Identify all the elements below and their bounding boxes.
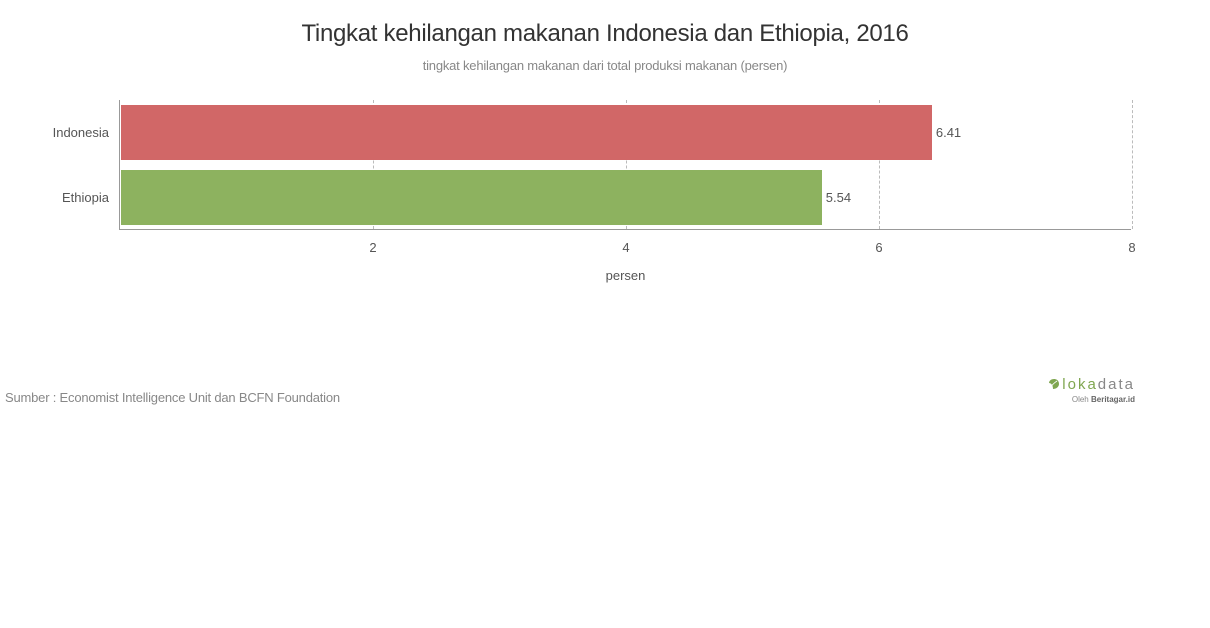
x-tick-label: 6 <box>875 240 882 255</box>
x-tick-label: 4 <box>622 240 629 255</box>
brand-logo: lokadata Oleh Beritagar.id <box>1048 376 1135 404</box>
plot: 2468Indonesia6.41Ethiopia5.54persen <box>119 100 1131 230</box>
source-text: Sumber : Economist Intelligence Unit dan… <box>5 390 340 405</box>
bar-value-label: 6.41 <box>936 125 961 140</box>
x-axis-label: persen <box>606 268 646 283</box>
brand-byline-prefix: Oleh <box>1072 395 1091 404</box>
bar-value-label: 5.54 <box>826 190 851 205</box>
brand-logo-main: lokadata <box>1048 376 1135 394</box>
bar <box>121 170 822 225</box>
chart-area: 2468Indonesia6.41Ethiopia5.54persen <box>119 100 1131 230</box>
x-tick-label: 8 <box>1128 240 1135 255</box>
chart-subtitle: tingkat kehilangan makanan dari total pr… <box>0 58 1210 73</box>
brand-byline-bold: Beritagar.id <box>1091 395 1135 404</box>
brand-byline: Oleh Beritagar.id <box>1048 395 1135 404</box>
x-tick-label: 2 <box>369 240 376 255</box>
leaf-icon <box>1048 377 1060 394</box>
gridline <box>1132 100 1133 229</box>
category-label: Indonesia <box>53 125 109 140</box>
bar <box>121 105 932 160</box>
chart-title: Tingkat kehilangan makanan Indonesia dan… <box>0 0 1210 48</box>
brand-text-b: data <box>1098 376 1135 393</box>
category-label: Ethiopia <box>62 190 109 205</box>
brand-text-a: loka <box>1062 376 1098 393</box>
